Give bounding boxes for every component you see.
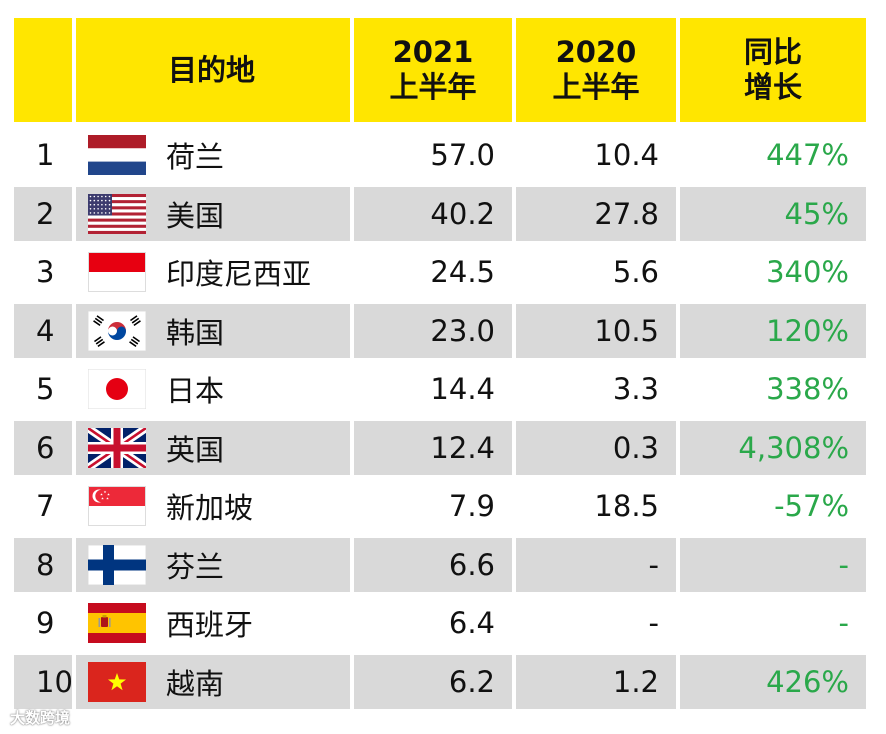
destination-cell: 芬兰 <box>76 538 350 592</box>
value-2021-cell: 6.6 <box>354 538 512 592</box>
value-2021-cell: 40.2 <box>354 187 512 241</box>
watermark: 大数跨境 <box>10 709 71 727</box>
destination-name: 荷兰 <box>166 140 225 174</box>
header-label-line1: 2021 <box>392 35 474 69</box>
destination-name: 越南 <box>166 667 225 701</box>
header-label: 同比 增长 <box>744 35 802 105</box>
singapore-flag-icon <box>88 486 146 526</box>
value-2021-cell: 57.0 <box>430 138 495 172</box>
value-2020-cell: 5.6 <box>612 255 659 289</box>
destination-name: 西班牙 <box>166 608 254 642</box>
header-label-line2: 上半年 <box>389 70 477 104</box>
destination-name: 英国 <box>166 433 225 467</box>
destination-cell: 韩国 <box>76 304 350 358</box>
growth-cell: - <box>680 538 866 592</box>
value-2021-cell: 14.4 <box>430 372 495 406</box>
growth-cell: 338% <box>766 372 849 406</box>
growth-cell: - <box>838 606 849 640</box>
growth-cell: 340% <box>766 255 849 289</box>
value-2021-cell: 6.2 <box>354 655 512 709</box>
growth-cell: 447% <box>766 138 849 172</box>
destination-cell: 日本 <box>76 362 350 416</box>
uk-flag-icon <box>88 428 146 468</box>
usa-flag-icon <box>88 194 146 234</box>
value-2021-cell: 24.5 <box>430 255 495 289</box>
header-label-line2: 上半年 <box>552 70 640 104</box>
rank-cell: 5 <box>36 372 55 406</box>
rank-cell: 3 <box>36 255 55 289</box>
rank-cell: 6 <box>14 421 72 475</box>
vietnam-flag-icon <box>88 662 146 702</box>
growth-cell: 45% <box>680 187 866 241</box>
value-2020-cell: 0.3 <box>516 421 676 475</box>
header-cell: 目的地 <box>76 18 350 122</box>
destination-name: 新加坡 <box>166 491 254 525</box>
value-2020-cell: 10.4 <box>594 138 659 172</box>
destination-name: 韩国 <box>166 316 225 350</box>
destination-cell: 越南 <box>76 655 350 709</box>
indonesia-flag-icon <box>88 252 146 292</box>
destination-cell: 英国 <box>76 421 350 475</box>
value-2020-cell: - <box>516 538 676 592</box>
header-label: 2021 上半年 <box>389 35 476 105</box>
header-label-line1: 目的地 <box>168 52 256 87</box>
value-2021-cell: 7.9 <box>448 489 495 523</box>
destination-cell: 荷兰 <box>76 128 350 182</box>
header-label-line2: 增长 <box>743 70 802 104</box>
destination-name: 印度尼西亚 <box>166 257 312 291</box>
rank-cell: 10 <box>14 655 73 709</box>
korea-flag-icon <box>88 311 146 351</box>
destination-cell: 印度尼西亚 <box>76 245 350 299</box>
header-label-line1: 同比 <box>743 35 802 69</box>
value-2020-cell: 1.2 <box>516 655 676 709</box>
value-2020-cell: 27.8 <box>516 187 676 241</box>
value-2020-cell: - <box>648 606 659 640</box>
destination-name: 日本 <box>166 374 225 408</box>
header-cell: 2020 上半年 <box>516 18 676 122</box>
value-2021-cell: 6.4 <box>448 606 495 640</box>
header-label-line1: 2020 <box>555 35 637 69</box>
growth-cell: 120% <box>680 304 866 358</box>
growth-cell: 4,308% <box>680 421 866 475</box>
header-label: 2020 上半年 <box>552 35 639 105</box>
spain-flag-icon <box>88 603 146 643</box>
destination-cell: 西班牙 <box>76 596 350 650</box>
destination-cell: 新加坡 <box>76 479 350 533</box>
rank-cell: 9 <box>36 606 55 640</box>
value-2020-cell: 18.5 <box>594 489 659 523</box>
destination-name: 芬兰 <box>166 550 225 584</box>
value-2021-cell: 12.4 <box>354 421 512 475</box>
growth-cell: 426% <box>680 655 866 709</box>
rank-cell: 1 <box>36 138 55 172</box>
japan-flag-icon <box>88 369 146 409</box>
value-2020-cell: 10.5 <box>516 304 676 358</box>
rank-cell: 4 <box>14 304 72 358</box>
header-cell: 同比 增长 <box>680 18 866 122</box>
header-cell: 2021 上半年 <box>354 18 512 122</box>
finland-flag-icon <box>88 545 146 585</box>
value-2021-cell: 23.0 <box>354 304 512 358</box>
rank-cell: 8 <box>14 538 72 592</box>
destination-cell: 美国 <box>76 187 350 241</box>
value-2020-cell: 3.3 <box>612 372 659 406</box>
rank-cell: 7 <box>36 489 55 523</box>
rank-cell: 2 <box>14 187 72 241</box>
header-rank-cell <box>14 18 72 122</box>
netherlands-flag-icon <box>88 135 146 175</box>
growth-cell: -57% <box>774 489 849 523</box>
header-label: 目的地 <box>168 53 255 88</box>
destination-name: 美国 <box>166 199 225 233</box>
